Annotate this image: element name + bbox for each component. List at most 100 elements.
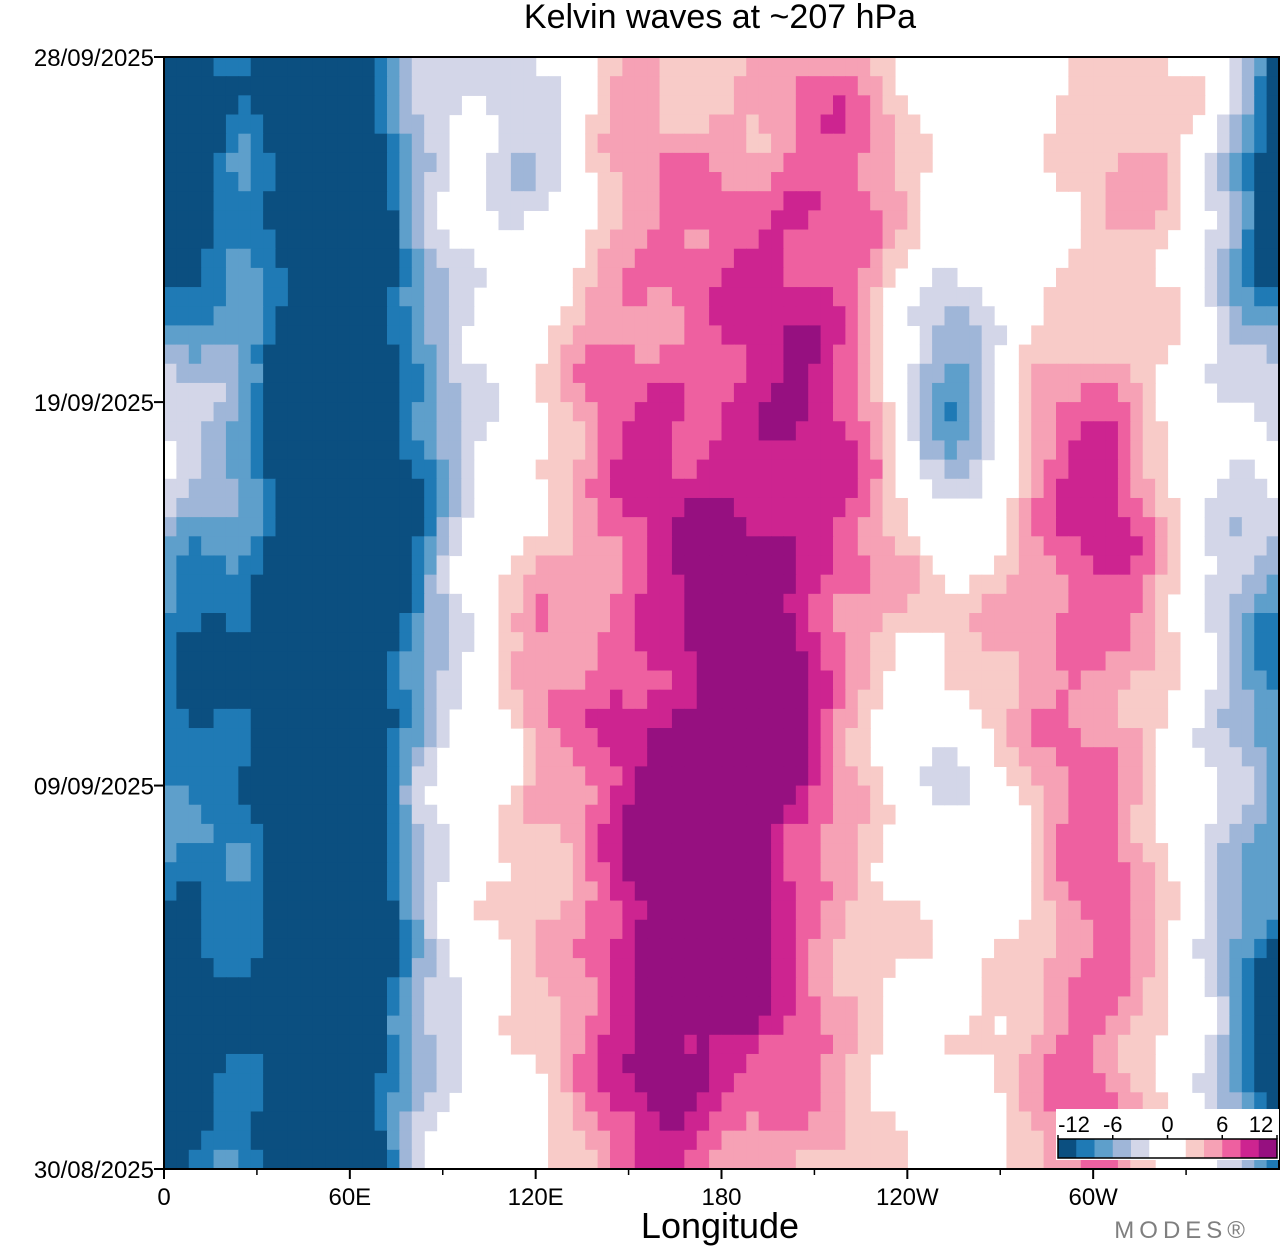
contour-cell xyxy=(1217,325,1231,346)
contour-cell xyxy=(622,478,636,499)
contour-cell xyxy=(634,651,648,672)
contour-cell xyxy=(1068,133,1082,154)
contour-cell xyxy=(510,114,524,135)
contour-cell xyxy=(188,1092,202,1113)
contour-cell xyxy=(411,478,425,499)
contour-cell xyxy=(684,766,698,787)
contour-cell xyxy=(436,689,450,710)
contour-cell xyxy=(1241,267,1255,288)
contour-cell xyxy=(349,536,363,557)
contour-cell xyxy=(783,843,797,863)
contour-cell xyxy=(263,919,277,940)
contour-cell xyxy=(994,958,1008,978)
contour-cell xyxy=(1056,747,1069,767)
contour-cell xyxy=(387,325,400,346)
contour-cell xyxy=(1105,843,1119,863)
contour-cell xyxy=(833,919,846,940)
contour-cell xyxy=(399,459,413,480)
contour-cell xyxy=(610,229,623,250)
contour-cell xyxy=(647,919,661,940)
contour-cell xyxy=(733,76,747,96)
contour-cell xyxy=(188,785,202,806)
contour-cell xyxy=(349,440,363,461)
contour-cell xyxy=(387,382,400,403)
contour-cell xyxy=(176,229,190,250)
contour-cell xyxy=(1155,306,1169,327)
contour-cell xyxy=(1117,248,1131,269)
contour-cell xyxy=(808,785,822,806)
contour-cell xyxy=(349,1092,363,1113)
contour-cell xyxy=(709,996,723,1017)
contour-cell xyxy=(387,459,400,480)
contour-cell xyxy=(671,747,685,767)
contour-cell xyxy=(857,76,871,96)
contour-cell xyxy=(263,689,277,710)
contour-cell xyxy=(1068,1034,1082,1055)
contour-cell xyxy=(337,536,351,557)
contour-cell xyxy=(833,747,846,767)
contour-cell xyxy=(325,478,339,499)
contour-cell xyxy=(820,843,834,863)
contour-cell xyxy=(213,536,227,557)
contour-cell xyxy=(374,402,388,422)
contour-cell xyxy=(374,670,388,691)
contour-cell xyxy=(1056,632,1069,652)
contour-cell xyxy=(411,1149,425,1170)
contour-cell xyxy=(548,536,562,557)
contour-cell xyxy=(238,1034,252,1055)
contour-cell xyxy=(560,306,574,327)
contour-cell xyxy=(721,363,735,384)
contour-cell xyxy=(523,862,537,883)
contour-cell xyxy=(1254,555,1268,576)
contour-cell xyxy=(498,574,512,595)
contour-cell xyxy=(201,938,215,959)
contour-cell xyxy=(362,766,376,787)
contour-cell xyxy=(523,919,537,940)
contour-cell xyxy=(1155,287,1169,307)
contour-cell xyxy=(1043,804,1057,825)
contour-cell xyxy=(833,440,846,461)
contour-cell xyxy=(1068,862,1082,883)
contour-cell xyxy=(1080,938,1094,959)
contour-cell xyxy=(746,57,760,77)
contour-cell xyxy=(771,555,785,576)
contour-cell xyxy=(349,593,363,614)
contour-cell xyxy=(808,114,822,135)
contour-cell xyxy=(932,785,946,806)
contour-cell xyxy=(523,843,537,863)
contour-cell xyxy=(225,1053,239,1074)
contour-cell xyxy=(771,76,785,96)
contour-cell xyxy=(275,881,289,902)
contour-cell xyxy=(994,1053,1008,1074)
contour-cell xyxy=(1117,613,1131,633)
contour-cell xyxy=(560,804,574,825)
contour-cell xyxy=(783,440,797,461)
contour-cell xyxy=(238,1111,252,1132)
contour-cell xyxy=(820,152,834,173)
contour-cell xyxy=(424,938,438,959)
contour-cell xyxy=(349,747,363,767)
contour-cell xyxy=(944,382,958,403)
contour-cell xyxy=(1018,977,1032,998)
contour-cell xyxy=(1167,497,1181,518)
contour-cell xyxy=(647,632,661,652)
contour-cell xyxy=(783,210,797,231)
contour-cell xyxy=(659,536,673,557)
contour-cell xyxy=(424,1111,438,1132)
contour-cell xyxy=(1056,536,1069,557)
contour-cell xyxy=(684,1034,698,1055)
contour-cell xyxy=(1056,440,1069,461)
contour-cell xyxy=(1217,363,1231,384)
contour-cell xyxy=(300,670,314,691)
contour-cell xyxy=(1254,747,1268,767)
contour-cell xyxy=(1080,747,1094,767)
contour-cell xyxy=(238,823,252,844)
contour-cell xyxy=(820,114,834,135)
contour-cell xyxy=(1043,363,1057,384)
contour-cell xyxy=(560,1015,574,1036)
contour-cell xyxy=(795,421,809,442)
contour-cell xyxy=(585,1073,599,1093)
contour-cell xyxy=(399,229,413,250)
contour-cell xyxy=(671,114,685,135)
contour-cell xyxy=(981,382,995,403)
